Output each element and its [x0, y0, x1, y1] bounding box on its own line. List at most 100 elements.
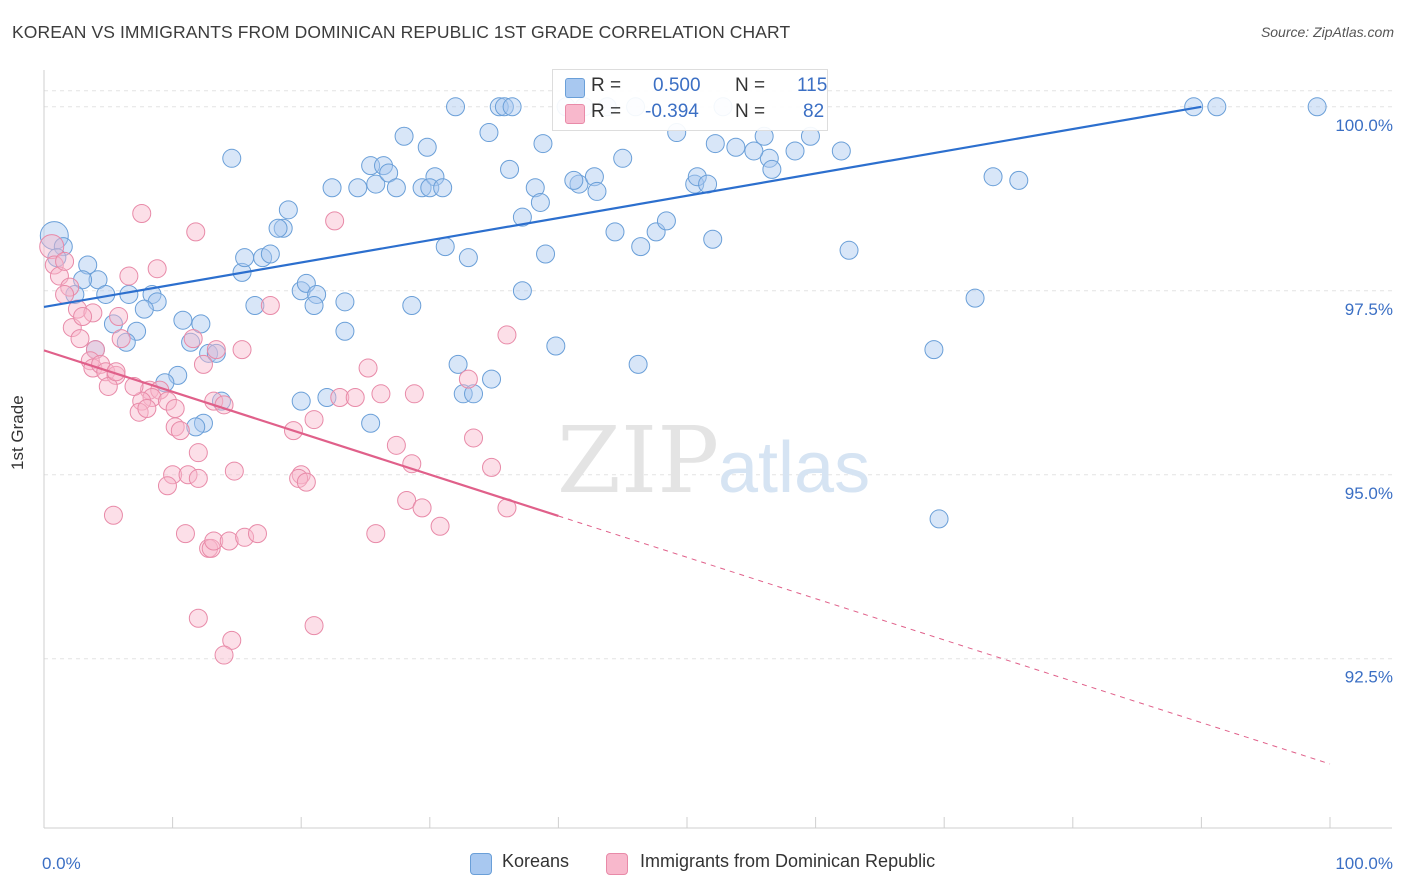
dominican-point: [165, 417, 185, 437]
dominican-point: [70, 329, 90, 349]
n-label: N =: [735, 101, 766, 122]
korean-point: [448, 354, 468, 374]
korean-point: [569, 174, 589, 194]
watermark-atlas: atlas: [718, 428, 870, 508]
dominican-point: [366, 524, 386, 544]
watermark: ZIP atlas: [557, 407, 870, 514]
r-label: R =: [591, 101, 622, 122]
dominican-point: [222, 630, 242, 650]
korean-point: [494, 97, 514, 117]
dominican-point: [464, 428, 484, 448]
korean-point: [479, 123, 499, 143]
dominican-point: [111, 329, 131, 349]
korean-point: [268, 218, 288, 238]
korean-point: [361, 413, 381, 433]
korean-point: [307, 284, 327, 304]
korean-point: [613, 148, 633, 168]
korean-point: [433, 178, 453, 198]
korean-point: [386, 178, 406, 198]
korean-point: [458, 248, 478, 268]
source-label: Source: ZipAtlas.com: [1260, 24, 1394, 40]
korean-point: [546, 336, 566, 356]
dominican-point: [482, 457, 502, 477]
dominican-point: [386, 435, 406, 455]
dominican-point: [96, 362, 116, 382]
dominican-point: [109, 307, 129, 327]
korean-point: [584, 167, 604, 187]
korean-point: [726, 137, 746, 157]
korean-point: [929, 509, 949, 529]
korean-point: [235, 248, 255, 268]
korean-point: [245, 295, 265, 315]
korean-point: [322, 178, 342, 198]
koreans-swatch: [565, 78, 585, 98]
korean-point: [703, 229, 723, 249]
korean-point: [628, 354, 648, 374]
n-value: 82: [803, 101, 825, 122]
koreans-legend-swatch: [470, 853, 492, 875]
korean-point: [965, 288, 985, 308]
r-value: 0.500: [653, 75, 701, 96]
dominican-point: [430, 516, 450, 536]
korean-point: [839, 240, 859, 260]
dominican-point: [206, 340, 226, 360]
dominican-point: [119, 266, 139, 286]
dominican-point: [188, 443, 208, 463]
korean-point: [482, 369, 502, 389]
korean-point: [425, 167, 445, 187]
dominican-point: [345, 387, 365, 407]
dominican-point: [163, 465, 183, 485]
korean-point: [134, 299, 154, 319]
n-value: 115: [797, 75, 828, 96]
korean-point: [564, 170, 584, 190]
dominican-point: [404, 384, 424, 404]
n-label: N =: [735, 75, 766, 96]
tick-labels: 92.5% 95.0% 97.5% 100.0% 0.0% 100.0%: [42, 116, 1393, 873]
dominican-point: [147, 259, 167, 279]
dominican-point: [214, 645, 234, 665]
dominican-point: [73, 307, 93, 327]
dominican-point: [178, 465, 198, 485]
dominican-point: [397, 491, 417, 511]
dominican-trend-line: [43, 349, 559, 518]
korean-point: [348, 178, 368, 198]
dominican-point: [371, 384, 391, 404]
korean-point: [379, 163, 399, 183]
dominican-point: [85, 340, 105, 360]
dominican-point: [186, 222, 206, 242]
dominican-point: [55, 284, 75, 304]
axes: [43, 70, 1392, 829]
dominican-point: [80, 351, 100, 371]
korean-point: [453, 384, 473, 404]
dominican-point: [175, 524, 195, 544]
dominican-point: [142, 387, 162, 407]
dominican-legend-label: Immigrants from Dominican Republic: [640, 851, 936, 871]
dominican-point: [304, 616, 324, 636]
dominican-point: [83, 303, 103, 323]
dominican-point: [132, 204, 152, 224]
y-tick-label: 92.5%: [1345, 668, 1393, 687]
korean-point: [831, 141, 851, 161]
korean-point: [335, 292, 355, 312]
korean-point: [687, 167, 707, 187]
korean-point: [502, 97, 522, 117]
x-tick-label: 0.0%: [42, 854, 81, 873]
korean-point: [446, 97, 466, 117]
y-axis-label: 1st Grade: [8, 395, 27, 470]
korean-point: [983, 167, 1003, 187]
dominican-point: [165, 399, 185, 419]
dominican-point: [103, 505, 123, 525]
dominican-point: [188, 468, 208, 488]
korean-point: [512, 281, 532, 301]
dominican-swatch: [565, 104, 585, 124]
dominican-point: [304, 410, 324, 430]
dominican-point: [183, 329, 203, 349]
korean-point: [116, 332, 136, 352]
korean-point: [222, 148, 242, 168]
chart-title: KOREAN VS IMMIGRANTS FROM DOMINICAN REPU…: [12, 22, 791, 42]
dominican-point: [204, 531, 224, 551]
koreans-legend-label: Koreans: [502, 851, 570, 871]
korean-point: [191, 314, 211, 334]
dominican-point: [296, 472, 316, 492]
dominican-point: [330, 387, 350, 407]
